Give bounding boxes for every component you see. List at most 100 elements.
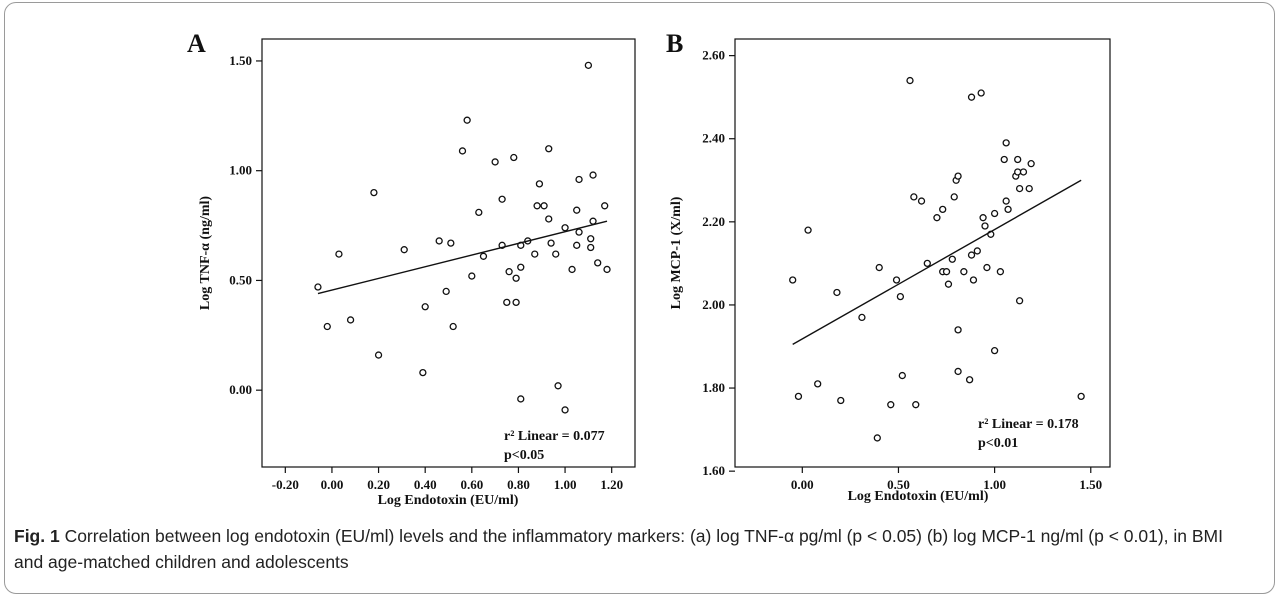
panel-a-x-tick-label: 0.60	[460, 477, 483, 492]
panel-b-r2-label: r² Linear = 0.178	[978, 417, 1079, 432]
panel-a-data-point	[510, 153, 518, 162]
panel-b-data-point	[965, 376, 974, 384]
panel-b-data-point	[1014, 155, 1022, 164]
panel-b-data-point	[906, 76, 914, 85]
panel-a-data-point	[435, 237, 443, 245]
panel-b-data-point	[833, 288, 841, 297]
panel-a-data-point	[346, 316, 355, 324]
panel-a: A -0.20 0.00 0.20 0.40 0.60 0.80 1.00 1.20 0.00 0…	[187, 29, 636, 508]
panel-a-data-point	[545, 145, 553, 153]
panel-b-data-point	[954, 367, 962, 376]
panel-b-data-point	[1014, 168, 1022, 176]
panel-a-data-point	[449, 322, 457, 331]
panel-b-y-tick-label: 1.80	[702, 380, 725, 395]
panel-b-data-point	[967, 251, 976, 259]
panel-b-x-tick-label: 0.50	[887, 477, 910, 492]
panel-a-data-point	[479, 252, 488, 260]
figure-number: Fig. 1	[14, 526, 60, 546]
panel-a-x-tick-label: 0.20	[367, 477, 390, 492]
panel-a-fit-line	[317, 220, 608, 295]
panel-a-data-point	[547, 239, 555, 247]
panel-a-data-point	[584, 61, 593, 69]
panel-a-data-point	[594, 259, 602, 267]
panel-a-data-point	[561, 224, 569, 232]
panel-b-data-point	[923, 259, 931, 268]
panel-b-data-point	[804, 226, 812, 234]
panel-a-data-point	[554, 382, 562, 390]
panel-a-data-point	[552, 250, 560, 258]
panel-a-p-label: p<0.05	[504, 448, 544, 463]
panel-b-x-tick-label: 1.50	[1079, 477, 1102, 492]
panel-b-data-point	[887, 401, 895, 409]
panel-b-data-point	[990, 209, 999, 218]
panel-b-data-point	[837, 396, 845, 405]
figure-caption: Fig. 1 Correlation between log endotoxin…	[14, 523, 1254, 575]
panel-a-data-point	[458, 147, 467, 155]
panel-a-data-point	[589, 171, 597, 179]
panel-b-data-point	[969, 276, 978, 284]
panel-a-x-tick-label: 1.00	[554, 477, 577, 492]
panel-b-data-point	[950, 193, 958, 201]
panel-b-data-point	[1002, 197, 1010, 205]
panel-b-data-point	[990, 347, 999, 355]
panel-a-data-point	[589, 217, 597, 225]
panel-b-data-point	[1015, 184, 1024, 193]
panel-a-data-point	[370, 188, 378, 197]
panel-a-ticks: -0.20 0.00 0.20 0.40 0.60 0.80 1.00 1.20 0.00 0.5…	[229, 53, 623, 492]
panel-a-data-point	[323, 322, 331, 331]
panel-a-data-point	[568, 265, 576, 274]
panel-b-data-point	[942, 268, 951, 276]
panel-b-y-tick-label: 1.60	[702, 463, 725, 478]
panel-a-data-point	[468, 272, 476, 280]
panel-a-data-point	[419, 368, 427, 377]
panel-a-data-point	[535, 180, 544, 188]
panel-a-x-tick-label: 0.40	[414, 477, 437, 492]
panel-a-data-point	[512, 274, 520, 282]
panel-a-data-point	[475, 208, 483, 217]
panel-a-data-point	[545, 215, 553, 223]
panel-b-data-point	[967, 93, 976, 101]
panel-a-data-point	[491, 158, 499, 166]
panel-b-points	[789, 76, 1085, 442]
panel-a-x-tick-label: -0.20	[272, 477, 299, 492]
panel-a-data-point	[503, 298, 511, 307]
panel-a-data-point	[587, 243, 595, 252]
panel-a-data-point	[561, 406, 569, 414]
panel-b-ticks: 0.00 0.50 1.00 1.50 1.60 1.80 2.00 2.20 2.40 2.60	[702, 48, 1102, 492]
panel-b-fit-line	[792, 179, 1082, 346]
panel-b-plot-area	[734, 38, 1111, 468]
panel-a-data-point	[603, 265, 611, 274]
panel-b-data-point	[858, 313, 866, 322]
panel-b-x-tick-label: 1.00	[983, 477, 1006, 492]
panel-b-data-point	[1025, 184, 1033, 193]
panel-b-letter: B	[666, 29, 683, 58]
panel-b-x-axis-label: Log Endotoxin (EU/ml)	[848, 489, 989, 504]
panel-b-y-tick-label: 2.40	[702, 131, 725, 146]
panel-b-p-label: p<0.01	[978, 436, 1018, 451]
panel-a-data-point	[498, 195, 506, 203]
panel-b-data-point	[910, 193, 918, 201]
panel-a-y-axis-label: Log TNF-α (ng/ml)	[198, 196, 213, 310]
figure-frame	[4, 2, 1275, 594]
panel-b-data-point	[979, 214, 987, 222]
panel-a-r2-label: r² Linear = 0.077	[504, 429, 605, 444]
panel-b-data-point	[1004, 205, 1012, 214]
panel-b-data-point	[873, 434, 881, 442]
panel-a-data-point	[575, 228, 583, 236]
panel-a-data-point	[531, 250, 539, 258]
panel-b-data-point	[960, 268, 968, 276]
panel-b-data-point	[875, 263, 883, 272]
panel-a-data-point	[463, 116, 471, 124]
panel-a-data-point	[335, 250, 343, 258]
panel-b-data-point	[794, 392, 803, 401]
panel-a-letter: A	[187, 29, 206, 58]
panel-a-x-axis-label: Log Endotoxin (EU/ml)	[378, 493, 519, 508]
panel-b-data-point	[789, 276, 797, 284]
panel-a-x-tick-label: 0.00	[321, 477, 344, 492]
panel-b-y-tick-label: 2.60	[702, 48, 725, 63]
panel-b-data-point	[1000, 155, 1008, 164]
panel-a-data-point	[575, 175, 583, 184]
panel-b-data-point	[1027, 160, 1035, 168]
panel-b-data-point	[896, 292, 905, 301]
